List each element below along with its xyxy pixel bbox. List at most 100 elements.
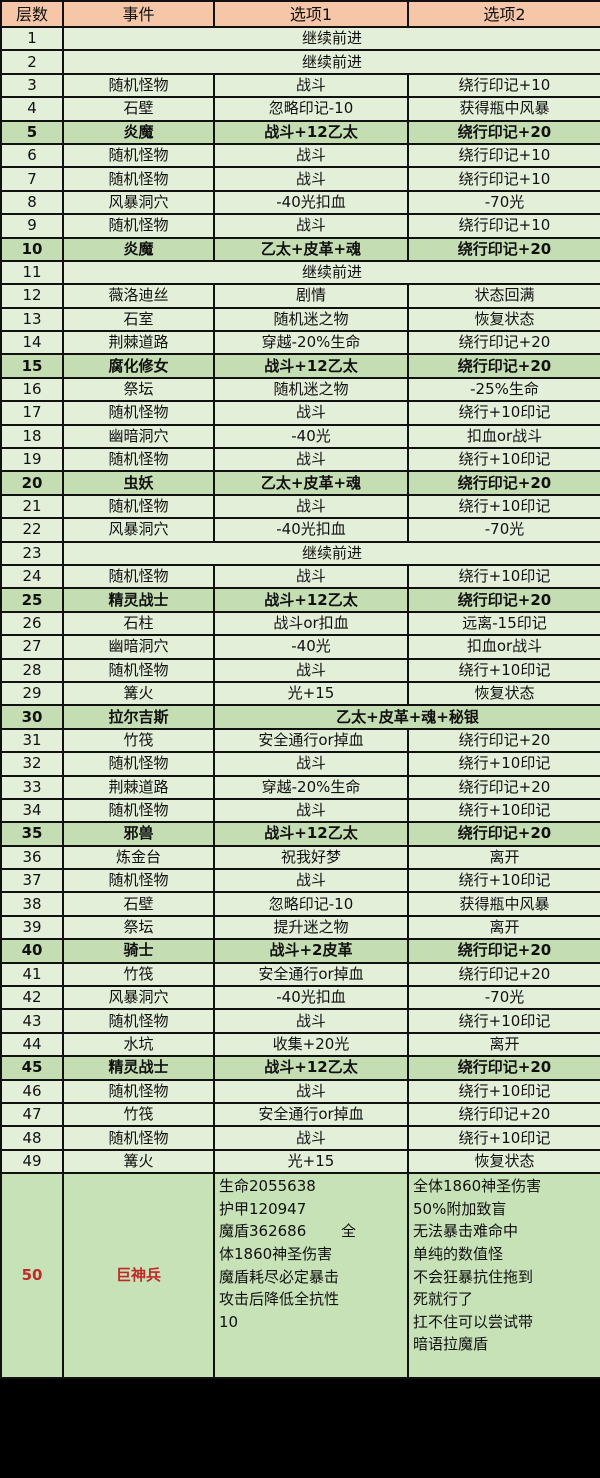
floor-cell: 47 <box>0 1101 64 1128</box>
table-row: 21 随机怪物 战斗 绕行+10印记 <box>0 493 600 520</box>
final-event: 巨神兵 <box>62 1172 215 1380</box>
floor-cell: 32 <box>0 751 64 777</box>
table-row: 32 随机怪物 战斗 绕行+10印记 <box>0 751 600 777</box>
header-option1: 选项1 <box>213 0 409 28</box>
floor-events-table: 层数 事件 选项1 选项2 1 继续前进 2 继续前进 3 随机怪物 战斗 绕行印记+10 4 石… <box>0 0 600 1380</box>
table-row: 13 石室 随机迷之物 恢复状态 <box>0 306 600 333</box>
floor-cell: 7 <box>0 166 64 192</box>
option1-cell: 战斗 <box>213 1008 409 1034</box>
table-row: 40 骑士 战斗+2皮革 绕行印记+20 <box>0 938 600 964</box>
option2-cell: 绕行+10印记 <box>407 657 600 683</box>
table-row: 3 随机怪物 战斗 绕行印记+10 <box>0 72 600 99</box>
option1-cell: 战斗+12乙太 <box>213 1055 409 1081</box>
option1-cell: 战斗 <box>213 1078 409 1104</box>
option2-cell: 恢复状态 <box>407 680 600 707</box>
event-cell: 篝火 <box>62 1148 215 1175</box>
table-row: 38 石壁 忽略印记-10 获得瓶中风暴 <box>0 891 600 917</box>
event-cell: 祭坛 <box>62 376 215 403</box>
option1-cell: -40光 <box>213 634 409 660</box>
final-boss-row: 50 巨神兵 生命2055638 护甲120947 魔盾362686 全体1860神… <box>0 1172 600 1380</box>
floor-cell: 5 <box>0 119 64 145</box>
option1-cell: 穿越-20%生命 <box>213 330 409 356</box>
event-cell: 荆棘道路 <box>62 774 215 800</box>
floor-cell: 13 <box>0 306 64 333</box>
option2-cell: 绕行印记+20 <box>407 330 600 356</box>
event-cell: 石室 <box>62 306 215 333</box>
floor-cell: 49 <box>0 1148 64 1175</box>
event-cell: 邪兽 <box>62 821 215 847</box>
event-cell: 篝火 <box>62 680 215 707</box>
table-row: 25 精灵战士 战斗+12乙太 绕行印记+20 <box>0 587 600 613</box>
floor-cell: 6 <box>0 142 64 169</box>
option2-cell: 扣血or战斗 <box>407 634 600 660</box>
option2-cell: 绕行印记+20 <box>407 961 600 988</box>
event-cell: 石壁 <box>62 96 215 122</box>
option1-cell: 战斗 <box>213 493 409 520</box>
final-text-line: 死就行了 <box>413 1290 474 1309</box>
option2-cell: 绕行+10印记 <box>407 1125 600 1151</box>
table-row: 15 腐化修女 战斗+12乙太 绕行印记+20 <box>0 353 600 379</box>
floor-cell: 20 <box>0 470 64 496</box>
option1-cell: 战斗+12乙太 <box>213 119 409 145</box>
option2-cell: 绕行+10印记 <box>407 447 600 473</box>
option2-cell: 恢复状态 <box>407 1148 600 1175</box>
table-row: 22 风暴洞穴 -40光扣血 -70光 <box>0 517 600 543</box>
event-cell: 薇洛迪丝 <box>62 283 215 309</box>
option1-cell: 战斗 <box>213 657 409 683</box>
floor-cell: 8 <box>0 189 64 216</box>
floor-cell: 15 <box>0 353 64 379</box>
table-row: 19 随机怪物 战斗 绕行+10印记 <box>0 447 600 473</box>
floor-cell: 40 <box>0 938 64 964</box>
event-cell: 竹筏 <box>62 961 215 988</box>
event-cell: 风暴洞穴 <box>62 517 215 543</box>
table-row: 17 随机怪物 战斗 绕行+10印记 <box>0 400 600 426</box>
option2-cell: 绕行+10印记 <box>407 400 600 426</box>
floor-cell: 3 <box>0 72 64 99</box>
floor-cell: 10 <box>0 236 64 262</box>
option2-cell: 绕行+10印记 <box>407 1078 600 1104</box>
event-cell: 荆棘道路 <box>62 330 215 356</box>
table-row: 2 继续前进 <box>0 49 600 75</box>
final-text-line: 全体1860神圣伤害 <box>413 1177 542 1196</box>
floor-cell: 45 <box>0 1055 64 1081</box>
floor-cell: 24 <box>0 563 64 590</box>
table-row: 8 风暴洞穴 -40光扣血 -70光 <box>0 189 600 216</box>
event-cell: 随机怪物 <box>62 657 215 683</box>
header-row: 层数 事件 选项1 选项2 <box>0 0 600 28</box>
event-cell: 随机怪物 <box>62 400 215 426</box>
option2-cell: 状态回满 <box>407 283 600 309</box>
table-row: 41 竹筏 安全通行or掉血 绕行印记+20 <box>0 961 600 988</box>
option2-cell: 获得瓶中风暴 <box>407 96 600 122</box>
floor-cell: 30 <box>0 704 64 730</box>
option2-cell: 远离-15印记 <box>407 610 600 637</box>
floor-cell: 46 <box>0 1078 64 1104</box>
header-floor: 层数 <box>0 0 64 28</box>
event-cell: 竹筏 <box>62 727 215 754</box>
table-row: 4 石壁 忽略印记-10 获得瓶中风暴 <box>0 96 600 122</box>
option2-cell: 绕行+10印记 <box>407 797 600 824</box>
option2-cell: 绕行印记+20 <box>407 470 600 496</box>
event-cell: 炎魔 <box>62 119 215 145</box>
event-cell: 祭坛 <box>62 914 215 941</box>
floor-cell: 44 <box>0 1031 64 1058</box>
option2-cell: 绕行+10印记 <box>407 493 600 520</box>
option2-cell: 扣血or战斗 <box>407 423 600 450</box>
option1-cell: 战斗 <box>213 868 409 894</box>
floor-cell: 37 <box>0 868 64 894</box>
option2-cell: 绕行印记+20 <box>407 938 600 964</box>
option2-cell: -25%生命 <box>407 376 600 403</box>
option2-cell: 离开 <box>407 1031 600 1058</box>
table-row: 47 竹筏 安全通行or掉血 绕行印记+20 <box>0 1101 600 1128</box>
event-cell: 拉尔吉斯 <box>62 704 215 730</box>
table-row: 27 幽暗洞穴 -40光 扣血or战斗 <box>0 634 600 660</box>
floor-cell: 36 <box>0 844 64 871</box>
final-text-line: 10 <box>219 1312 239 1331</box>
option1-cell: 乙太+皮革+魂 <box>213 236 409 262</box>
final-text-line: 不会狂暴抗住拖到 <box>413 1267 534 1286</box>
option2-cell: 绕行印记+10 <box>407 142 600 169</box>
floor-cell: 4 <box>0 96 64 122</box>
final-text-line: 攻击后降低全抗性 <box>219 1290 340 1309</box>
event-cell: 随机怪物 <box>62 142 215 169</box>
option1-cell: 祝我好梦 <box>213 844 409 871</box>
option1-cell: 战斗 <box>213 447 409 473</box>
